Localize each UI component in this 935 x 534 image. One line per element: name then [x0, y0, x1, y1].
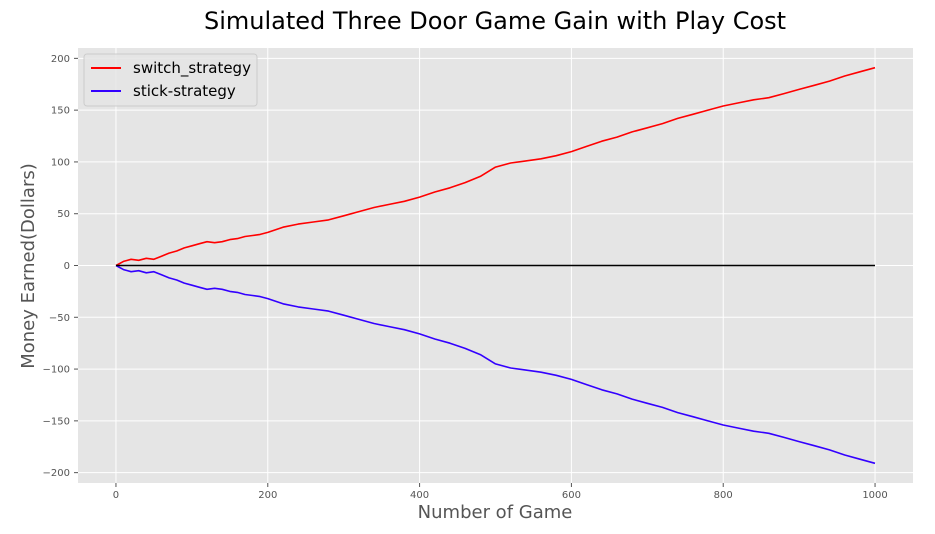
y-tick-label: 100 — [51, 157, 70, 168]
x-tick-label: 600 — [562, 490, 581, 501]
series-lines — [115, 66, 876, 465]
y-tick-label: 50 — [57, 209, 70, 220]
legend-box — [83, 53, 258, 107]
y-tick-label: 150 — [51, 106, 70, 117]
x-tick-label: 1000 — [862, 490, 887, 501]
tick-labels: 0 200 400 600 800 1000 200 150 100 50 0 −50 −100 −150… — [43, 54, 888, 501]
chart-title: Simulated Three Door Game Gain with Play… — [204, 7, 786, 35]
legend: switch_strategy stick-strategy — [83, 53, 258, 107]
legend-label: switch_strategy — [133, 59, 251, 78]
x-tick-label: 400 — [410, 490, 429, 501]
x-tick-label: 200 — [258, 490, 277, 501]
y-tick-label: 200 — [51, 54, 70, 65]
series-line-stick-strategy — [115, 264, 876, 465]
y-axis-title: Money Earned(Dollars) — [18, 163, 39, 369]
x-tick-label: 800 — [714, 490, 733, 501]
y-tick-label: 0 — [64, 261, 70, 272]
y-tick-label: −100 — [43, 365, 70, 376]
y-tick-label: −200 — [43, 468, 70, 479]
series-line-switch-strategy — [115, 66, 876, 267]
x-tick-label: 0 — [113, 490, 119, 501]
y-tick-label: −50 — [49, 313, 70, 324]
x-axis-title: Number of Game — [418, 502, 573, 523]
legend-label: stick-strategy — [133, 82, 236, 100]
y-tick-label: −150 — [43, 416, 70, 427]
